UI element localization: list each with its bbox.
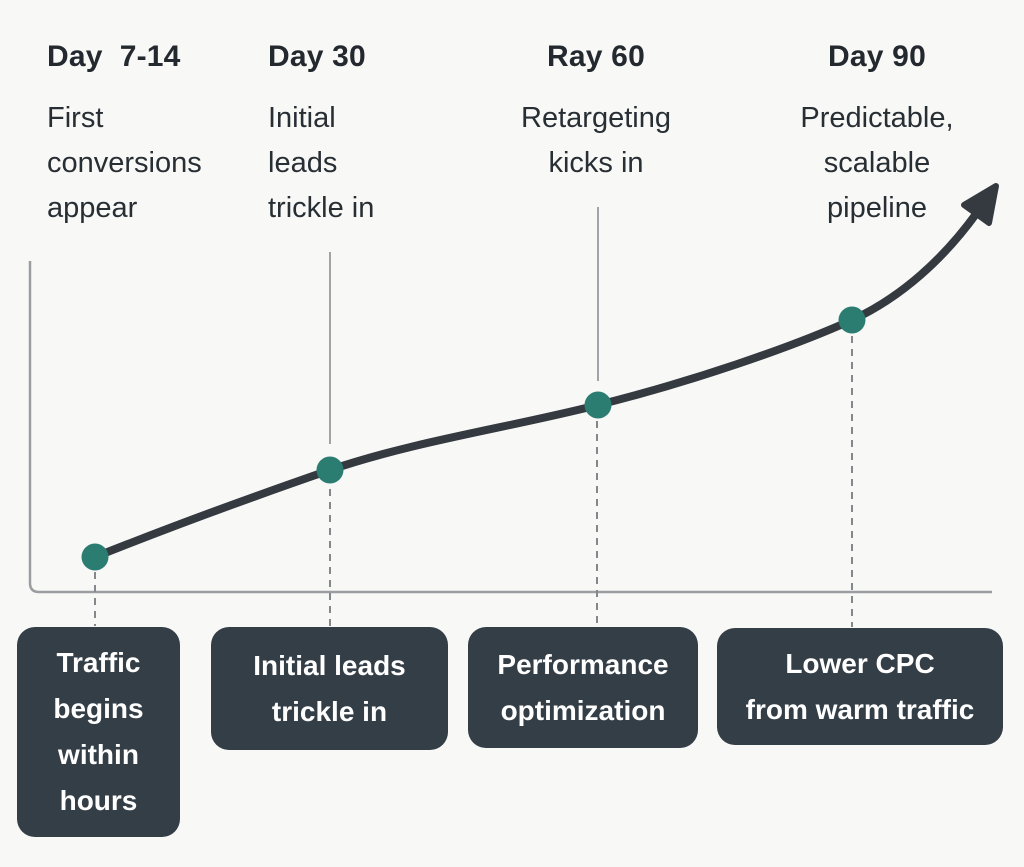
milestone-label-day90: Day 90 Predictable, scalable pipeline [800, 40, 953, 231]
axis-lines [28, 261, 992, 594]
milestone-description: Initial leads trickle in [268, 102, 375, 224]
milestone-day-title: Day 30 [268, 40, 366, 73]
milestone-description: Retargeting kicks in [521, 102, 671, 179]
milestone-description: First conversions appear [47, 102, 202, 224]
milestone-day-title: Day 90 [828, 40, 926, 73]
milestone-day-title: Day 7-14 [47, 40, 181, 73]
milestone-box-day90: Lower CPC from warm traffic [717, 628, 1003, 745]
arrow-up-icon [961, 183, 999, 226]
growth-curve [91, 210, 980, 561]
milestone-dot-day30 [316, 456, 344, 484]
milestone-box-day30: Initial leads trickle in [211, 627, 448, 750]
milestone-description: Predictable, scalable pipeline [800, 102, 954, 224]
milestone-day-title: Ray 60 [547, 40, 645, 73]
milestone-dot-day7 [81, 543, 109, 571]
milestone-dot-day90 [838, 306, 866, 334]
milestone-dot-day60 [584, 391, 612, 419]
milestone-label-day30: Day 30 Initial leads trickle in [268, 40, 374, 231]
milestone-box-day60: Performance optimization [468, 627, 698, 748]
milestone-label-day60: Ray 60 Retargeting kicks in [521, 40, 671, 186]
milestone-box-day7: Traffic begins within hours [17, 627, 180, 837]
milestone-label-day7: Day 7-14 First conversions appear [47, 40, 202, 231]
